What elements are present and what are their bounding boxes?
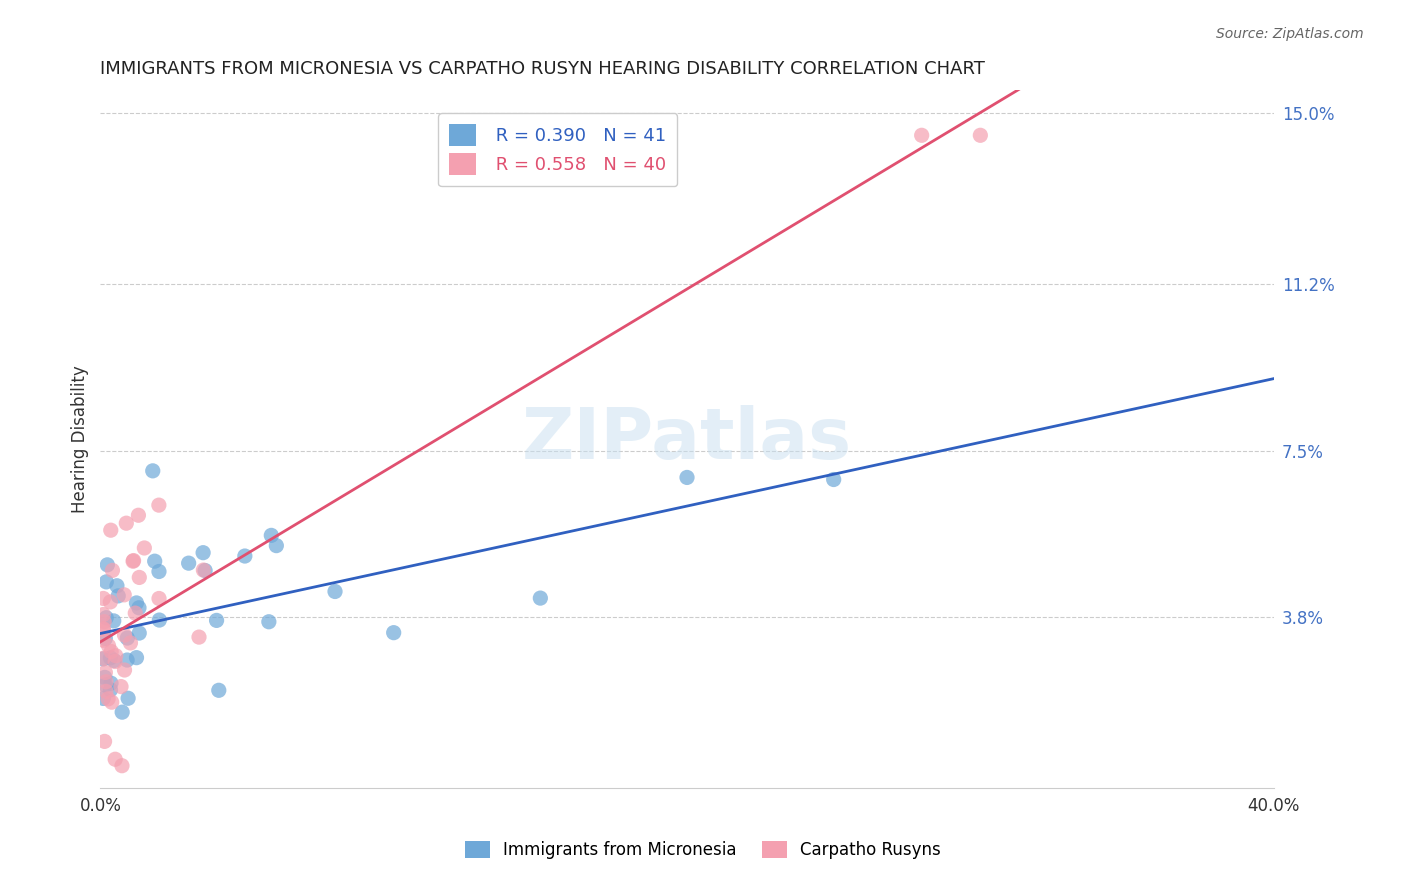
Point	[91, 622, 114, 636]
Point	[94, 632, 117, 646]
Point	[94, 665, 117, 680]
Point	[148, 613, 170, 627]
Point	[100, 682, 122, 697]
Point	[91, 651, 114, 665]
Text: Source: ZipAtlas.com: Source: ZipAtlas.com	[1216, 27, 1364, 41]
Point	[97, 692, 120, 706]
Point	[120, 636, 142, 650]
Point	[107, 589, 129, 603]
Point	[91, 633, 114, 648]
Point	[676, 470, 699, 484]
Point	[96, 611, 118, 625]
Point	[100, 695, 122, 709]
Point	[93, 623, 115, 637]
Point	[188, 630, 211, 644]
Text: IMMIGRANTS FROM MICRONESIA VS CARPATHO RUSYN HEARING DISABILITY CORRELATION CHAR: IMMIGRANTS FROM MICRONESIA VS CARPATHO R…	[100, 60, 986, 78]
Point	[97, 639, 120, 653]
Point	[104, 655, 127, 669]
Point	[125, 596, 148, 610]
Point	[177, 556, 200, 570]
Point	[125, 650, 148, 665]
Point	[323, 584, 346, 599]
Point	[94, 684, 117, 698]
Y-axis label: Hearing Disability: Hearing Disability	[72, 366, 89, 513]
Text: ZIPatlas: ZIPatlas	[522, 405, 852, 474]
Point	[115, 653, 138, 667]
Point	[233, 549, 256, 563]
Point	[148, 591, 170, 606]
Point	[100, 650, 122, 665]
Point	[208, 683, 231, 698]
Point	[105, 579, 128, 593]
Point	[98, 595, 121, 609]
Point	[266, 539, 288, 553]
Point	[194, 564, 217, 578]
Point	[91, 591, 114, 606]
Point	[104, 752, 127, 766]
Legend: Immigrants from Micronesia, Carpatho Rusyns: Immigrants from Micronesia, Carpatho Rus…	[458, 834, 948, 866]
Point	[94, 670, 117, 684]
Point	[96, 558, 118, 572]
Point	[112, 588, 135, 602]
Point	[122, 554, 145, 568]
Point	[103, 653, 125, 667]
Point	[100, 523, 122, 537]
Point	[122, 553, 145, 567]
Point	[114, 628, 136, 642]
Point	[148, 498, 170, 512]
Point	[110, 680, 132, 694]
Point	[128, 600, 150, 615]
Point	[911, 128, 934, 143]
Point	[382, 625, 405, 640]
Point	[111, 705, 134, 719]
Point	[529, 591, 551, 606]
Point	[191, 546, 214, 560]
Point	[91, 607, 114, 622]
Point	[124, 606, 146, 620]
Point	[114, 663, 136, 677]
Point	[143, 554, 166, 568]
Point	[115, 516, 138, 531]
Point	[91, 652, 114, 666]
Point	[127, 508, 149, 523]
Point	[104, 648, 127, 663]
Point	[91, 691, 114, 706]
Point	[257, 615, 280, 629]
Point	[103, 614, 125, 628]
Point	[823, 473, 845, 487]
Point	[969, 128, 991, 143]
Point	[94, 674, 117, 689]
Point	[128, 626, 150, 640]
Point	[142, 464, 165, 478]
Point	[128, 570, 150, 584]
Point	[117, 631, 139, 645]
Point	[260, 528, 283, 542]
Point	[205, 614, 228, 628]
Point	[100, 644, 122, 658]
Point	[100, 676, 122, 690]
Point	[93, 615, 115, 629]
Point	[193, 563, 215, 577]
Legend:  R = 0.390   N = 41,  R = 0.558   N = 40: R = 0.390 N = 41, R = 0.558 N = 40	[437, 113, 678, 186]
Point	[117, 691, 139, 706]
Point	[111, 758, 134, 772]
Point	[148, 565, 170, 579]
Point	[101, 563, 124, 577]
Point	[94, 678, 117, 692]
Point	[134, 541, 156, 555]
Point	[96, 574, 118, 589]
Point	[93, 734, 115, 748]
